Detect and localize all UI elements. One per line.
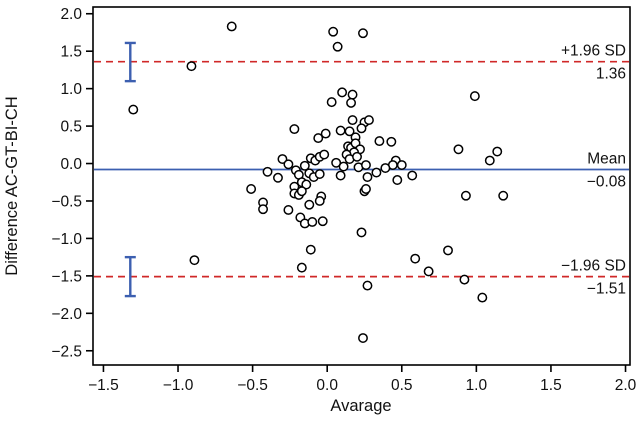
y-tick-label: −2.5 [51, 343, 82, 360]
error-bars-layer [124, 41, 136, 298]
y-tick-label: 2.0 [60, 6, 82, 23]
scatter-point [492, 146, 503, 157]
scatter-point [273, 172, 283, 183]
scatter-point [246, 184, 257, 194]
scatter-point [396, 160, 407, 170]
x-tick-label: 1.0 [466, 377, 488, 394]
scatter-point [362, 172, 373, 182]
y-axis-title: Difference AC-GT-BI-CH [3, 96, 21, 275]
scatter-point [337, 87, 348, 98]
x-axis-title: Avarage [330, 397, 391, 415]
upper-limit-value: 1.36 [596, 66, 626, 83]
scatter-point [128, 104, 139, 115]
y-tick-label: 0.5 [60, 119, 82, 136]
scatter-point [304, 199, 315, 210]
scatter-point [296, 186, 307, 197]
scatter-point [262, 166, 273, 177]
scatter-point [386, 136, 397, 147]
scatter-point [314, 196, 325, 206]
scatter-point [356, 123, 367, 134]
scatter-point [358, 333, 368, 343]
scatter-point [361, 184, 371, 194]
scatter-point [453, 144, 464, 155]
scatter-point [307, 216, 318, 227]
scatter-point [301, 179, 312, 190]
scatter-point [392, 175, 403, 185]
scatter-points-layer [128, 21, 509, 343]
scatter-point [362, 280, 373, 291]
mean-label: Mean [587, 151, 626, 168]
y-tick-label: −1.0 [51, 231, 82, 248]
scatter-point [484, 155, 495, 166]
scatter-point [380, 163, 391, 173]
scatter-point [335, 170, 346, 181]
scatter-point [371, 167, 382, 178]
scatter-point [347, 115, 358, 126]
axes-frame-layer: −1.5 −1.0 −0.5 0.0 0.5 1.0 1.5 2.0 2.0 1.5 1.0 0.5 0… [51, 6, 636, 394]
scatter-point [344, 126, 355, 137]
scatter-point [374, 136, 385, 147]
scatter-point [498, 190, 509, 201]
scatter-point [469, 91, 480, 102]
y-tick-label: 1.5 [60, 44, 82, 61]
scatter-point [277, 154, 288, 164]
annotations-layer: +1.96 SD 1.36 Mean −0.08 −1.96 SD −1.51 [561, 43, 626, 298]
scatter-point [326, 97, 337, 108]
scatter-point [332, 41, 343, 52]
scatter-point [328, 26, 339, 37]
scatter-point [317, 216, 328, 227]
scatter-point [346, 97, 357, 108]
scatter-point [319, 149, 330, 160]
scatter-point [358, 28, 368, 39]
lower-limit-value: −1.51 [587, 281, 626, 298]
y-tick-label: −0.5 [51, 193, 82, 210]
scatter-point [459, 274, 470, 285]
upper-limit-label: +1.96 SD [561, 43, 626, 60]
scatter-point [364, 115, 374, 126]
scatter-point [410, 253, 421, 264]
scatter-point [289, 124, 300, 135]
scatter-point [258, 204, 268, 215]
scatter-point [361, 160, 371, 170]
scatter-point [335, 125, 346, 136]
scatter-point [320, 128, 331, 139]
scatter-point [283, 205, 294, 215]
plot-frame [92, 6, 631, 366]
y-tick-label: 0.0 [60, 156, 82, 173]
scatter-point [189, 255, 200, 266]
x-tick-label: −0.5 [237, 377, 268, 394]
lower-limit-label: −1.96 SD [561, 258, 626, 275]
scatter-point [226, 21, 237, 32]
y-tick-label: −1.5 [51, 268, 82, 285]
scatter-point [352, 151, 362, 162]
scatter-point [296, 262, 307, 273]
scatter-point [443, 245, 453, 256]
scatter-point [305, 244, 316, 255]
scatter-point [423, 266, 434, 277]
x-tick-label: 0.0 [316, 377, 338, 394]
scatter-point [460, 190, 471, 201]
scatter-point [283, 159, 294, 170]
x-tick-label: −1.0 [163, 377, 194, 394]
x-tick-label: 1.5 [540, 377, 562, 394]
scatter-point [299, 160, 310, 171]
scatter-point [338, 161, 349, 172]
y-tick-label: 1.0 [60, 81, 82, 98]
x-tick-label: 0.5 [391, 377, 413, 394]
mean-value: −0.08 [587, 174, 626, 191]
x-tick-label: 2.0 [615, 377, 636, 394]
scatter-point [314, 169, 325, 179]
y-tick-label: −2.0 [51, 306, 82, 323]
scatter-point [477, 292, 488, 303]
x-tick-label: −1.5 [88, 377, 119, 394]
scatter-point [186, 61, 197, 72]
scatter-point [407, 170, 418, 181]
scatter-point [313, 133, 324, 144]
scatter-point [356, 227, 367, 238]
scatter-point [331, 157, 342, 168]
scatter-point [347, 89, 358, 100]
